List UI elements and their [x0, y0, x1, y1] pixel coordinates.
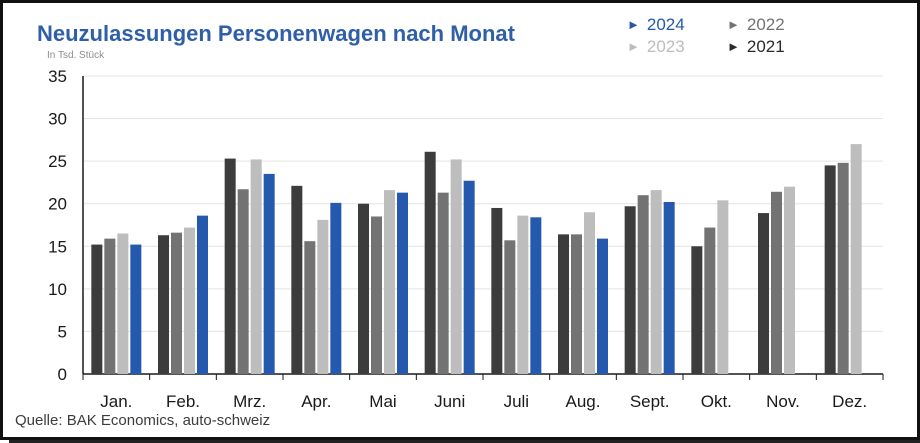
- legend-item-2022: ► 2022: [727, 15, 785, 35]
- bar-2022: [704, 227, 716, 374]
- bar-2023: [850, 144, 862, 374]
- bar-2021: [158, 235, 169, 374]
- y-tick-label: 10: [48, 280, 67, 299]
- legend-marker-2024: ►: [627, 17, 640, 32]
- bar-2021: [424, 151, 436, 374]
- bar-2024: [463, 180, 475, 374]
- bar-2024: [530, 217, 542, 374]
- bar-2021: [358, 203, 369, 374]
- bar-2023: [650, 190, 662, 374]
- x-tick-label: Juli: [504, 392, 530, 411]
- y-tick-label: 15: [48, 237, 67, 256]
- y-tick-label: 35: [48, 67, 67, 86]
- bar-2022: [437, 192, 449, 374]
- bar-2022: [771, 191, 782, 374]
- y-tick-label: 30: [48, 110, 67, 129]
- bar-2024: [263, 173, 275, 374]
- x-tick-label: Okt.: [701, 392, 732, 411]
- legend-label-2021: 2021: [746, 37, 785, 56]
- y-tick-label: 0: [58, 365, 67, 384]
- x-tick-label: Sept.: [630, 392, 670, 411]
- bar-2022: [237, 189, 249, 374]
- legend-marker-2021: ►: [727, 39, 740, 54]
- x-tick-label: Mrz.: [233, 392, 266, 411]
- chart-title: Neuzulassungen Personenwagen nach Monat: [37, 21, 515, 46]
- bar-2022: [837, 162, 849, 374]
- bar-2022: [371, 216, 382, 374]
- bar-2023: [117, 233, 129, 374]
- bar-2024: [330, 202, 342, 374]
- x-tick-label: Aug.: [566, 392, 601, 411]
- bar-2021: [558, 234, 569, 374]
- bar-2023: [384, 190, 395, 374]
- bar-2023: [317, 219, 329, 374]
- bar-2023: [584, 212, 595, 374]
- legend-marker-2023: ►: [627, 39, 640, 54]
- bar-2022: [637, 195, 649, 374]
- chart-subtitle: In Tsd. Stück: [47, 50, 105, 61]
- bar-2022: [504, 240, 516, 374]
- legend-item-2024: ► 2024: [627, 15, 685, 35]
- x-tick-label: Nov.: [766, 392, 800, 411]
- source-note: Quelle: BAK Economics, auto-schweiz: [15, 412, 271, 429]
- bar-2023: [517, 215, 529, 374]
- bar-2023: [717, 200, 729, 374]
- bar-chart: 0 5 10 15 20 25 30 35 Jan. Feb. Mrz. Apr. Mai Juni Jul…: [48, 67, 884, 411]
- bar-2022: [171, 232, 182, 374]
- y-tick-label: 5: [58, 322, 67, 341]
- legend-item-2023: ► 2023: [627, 37, 685, 57]
- legend-label-2024: 2024: [646, 15, 685, 34]
- bar-2021: [491, 207, 503, 374]
- bar-2024: [197, 215, 208, 374]
- y-tick-label: 25: [48, 152, 67, 171]
- legend-label-2022: 2022: [746, 15, 785, 34]
- bar-2023: [250, 159, 262, 374]
- legend-item-2021: ► 2021: [727, 37, 785, 57]
- bar-2024: [130, 244, 142, 374]
- legend-marker-2022: ►: [727, 17, 740, 32]
- x-tick-label: Apr.: [301, 392, 331, 411]
- bar-2023: [450, 159, 462, 374]
- legend-label-2023: 2023: [646, 37, 685, 56]
- bar-2022: [304, 241, 316, 374]
- bar-2023: [784, 186, 795, 374]
- y-tick-label: 20: [48, 195, 67, 214]
- bar-2022: [571, 234, 582, 374]
- bar-2023: [184, 227, 195, 374]
- bar-2021: [624, 206, 636, 374]
- x-tick-label: Dez.: [832, 392, 867, 411]
- bar-2021: [758, 213, 769, 374]
- x-tick-label: Mai: [369, 392, 396, 411]
- legend: ► 2024 ► 2022 ► 2023 ► 2021: [627, 15, 827, 61]
- x-tick-label: Feb.: [166, 392, 200, 411]
- bar-2021: [91, 244, 103, 374]
- bar-2024: [663, 202, 675, 374]
- bar-2021: [291, 185, 303, 374]
- bar-2021: [691, 246, 703, 374]
- x-tick-label: Juni: [434, 392, 465, 411]
- x-tick-label: Jan.: [100, 392, 132, 411]
- bar-2024: [597, 238, 608, 374]
- bar-2021: [224, 158, 236, 374]
- bar-2024: [397, 192, 408, 374]
- bar-2022: [104, 238, 116, 374]
- bar-2021: [824, 165, 836, 374]
